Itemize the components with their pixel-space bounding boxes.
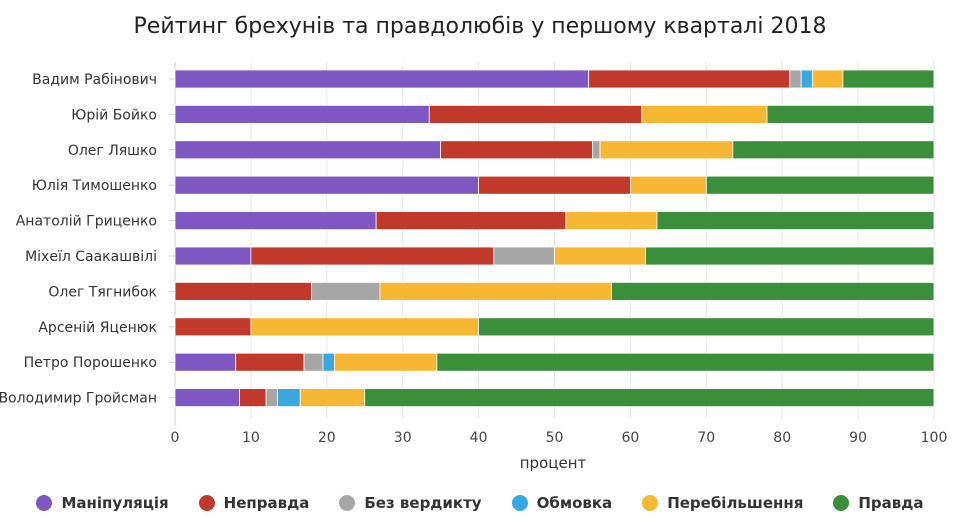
bar-segment	[428, 105, 643, 124]
x-tick-label: 40	[470, 430, 488, 446]
legend-swatch	[198, 495, 215, 511]
bar-segment	[235, 352, 305, 372]
category-label: Олег Ляшко	[68, 143, 157, 159]
category-label: Петро Порошенко	[24, 355, 157, 371]
bar-segment	[322, 352, 335, 372]
bar-segment	[364, 388, 935, 408]
bar-segment	[732, 140, 935, 160]
legend-label: Неправда	[223, 494, 310, 512]
legend: Маніпуляція Неправда Без вердикту Обмовка Пе…	[0, 488, 960, 518]
bar-segment	[599, 140, 734, 160]
x-tick-label: 100	[921, 430, 948, 446]
legend-label: Без вердикту	[364, 494, 482, 512]
bar-segment	[174, 140, 442, 160]
bar-segment	[645, 246, 935, 266]
bar-segment	[174, 281, 313, 301]
x-tick-label: 0	[171, 430, 180, 446]
bar-segment	[478, 175, 631, 195]
legend-label: Обмовка	[536, 494, 613, 512]
legend-item: Перебільшення	[642, 494, 803, 512]
bar-segment	[656, 211, 935, 231]
category-label: Арсеній Яценюк	[38, 320, 157, 336]
x-tick-label: 80	[773, 430, 791, 446]
bar-segment	[333, 352, 438, 372]
legend-item: Маніпуляція	[36, 494, 169, 512]
bar-segment	[311, 281, 381, 301]
bar-segment	[493, 246, 555, 266]
legend-swatch	[833, 495, 850, 511]
bar-segment	[174, 211, 377, 231]
bar-segment	[611, 281, 935, 301]
legend-item: Без вердикту	[339, 494, 482, 512]
x-tick-label: 10	[242, 430, 260, 446]
bar-segment	[588, 69, 791, 89]
bar-segment	[440, 140, 593, 160]
bar-segment	[174, 317, 252, 337]
chart-title: Рейтинг брехунів та правдолюбів у першом…	[133, 14, 827, 39]
bar-segment	[174, 69, 590, 89]
x-tick-labels: 0 10 20 30 40 50 60 70 80 90 100	[171, 430, 948, 446]
category-labels: Вадим Рабінович Юрій Бойко Олег Ляшко Юлія …	[0, 72, 157, 407]
bar-segment	[174, 352, 237, 372]
stacked-bar-chart: Вадим Рабінович Юрій Бойко Олег Ляшко Юлія …	[0, 62, 948, 472]
bar-segment	[277, 388, 301, 408]
bar-segment	[766, 105, 935, 124]
bar-segment	[565, 211, 658, 231]
bar-segment	[812, 69, 844, 89]
x-tick-label: 70	[697, 430, 715, 446]
bar-segment	[478, 317, 935, 337]
bar-segment	[375, 211, 567, 231]
legend-label: Правда	[858, 494, 924, 512]
bar-segment	[250, 246, 495, 266]
x-axis-label: процент	[520, 454, 587, 472]
legend-swatch	[36, 495, 53, 511]
legend-swatch	[642, 495, 659, 511]
bar-segment	[436, 352, 935, 372]
category-label: Володимир Гройсман	[0, 391, 157, 407]
legend-label: Перебільшення	[667, 494, 804, 512]
bar-segment	[592, 140, 601, 160]
legend-item: Неправда	[198, 494, 310, 512]
category-label: Юрій Бойко	[71, 107, 157, 123]
x-tick-label: 60	[621, 430, 639, 446]
bar-segment	[299, 388, 366, 408]
bars	[174, 69, 935, 408]
bar-segment	[641, 105, 768, 124]
x-tick-label: 30	[394, 430, 412, 446]
bar-segment	[250, 317, 479, 337]
legend-item: Правда	[833, 494, 924, 512]
bar-segment	[303, 352, 324, 372]
legend-swatch	[511, 495, 528, 511]
category-label: Анатолій Гриценко	[16, 214, 157, 230]
category-label: Олег Тягнибок	[48, 284, 157, 300]
x-tick-label: 90	[849, 430, 867, 446]
bar-segment	[174, 105, 430, 124]
bar-segment	[265, 388, 278, 408]
bar-segment	[800, 69, 813, 89]
bar-segment	[554, 246, 646, 266]
bar-segment	[705, 175, 935, 195]
bar-segment	[174, 246, 252, 266]
bar-segment	[239, 388, 267, 408]
bar-segment	[379, 281, 612, 301]
category-label: Юлія Тимошенко	[32, 178, 157, 194]
bar-segment	[174, 175, 480, 195]
bar-segment	[789, 69, 802, 89]
bar-segment	[842, 69, 935, 89]
x-tick-label: 20	[318, 430, 336, 446]
bar-segment	[174, 388, 240, 408]
legend-label: Маніпуляція	[61, 494, 169, 512]
x-tick-label: 50	[546, 430, 564, 446]
legend-swatch	[339, 495, 356, 511]
category-label: Вадим Рабінович	[32, 72, 157, 88]
bar-segment	[630, 175, 707, 195]
legend-item: Обмовка	[511, 494, 613, 512]
category-label: Міхеїл Саакашвілі	[25, 249, 157, 265]
